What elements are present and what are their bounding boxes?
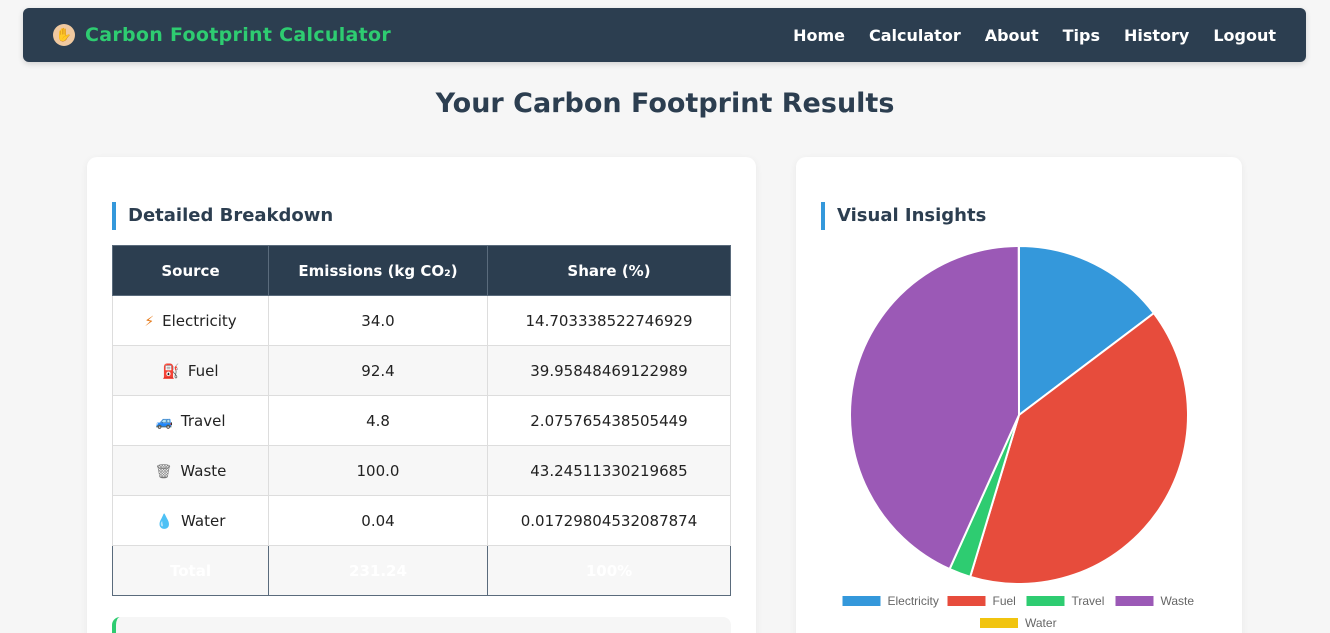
water-drop-icon: 💧 (156, 514, 173, 530)
legend-swatch-water[interactable] (980, 618, 1018, 628)
car-icon: 🚙 (155, 414, 172, 430)
legend-label-electricity[interactable]: Electricity (888, 594, 939, 608)
table-row: 🗑 Waste 100.0 43.24511330219685 (113, 446, 731, 496)
legend-label-fuel[interactable]: Fuel (993, 594, 1016, 608)
source-label: Fuel (188, 362, 219, 380)
legend-swatch-travel[interactable] (1027, 596, 1065, 606)
tip-box (112, 617, 731, 633)
share-cell: 2.075765438505449 (488, 396, 731, 446)
emissions-cell: 0.04 (269, 496, 488, 546)
page-title: Your Carbon Footprint Results (0, 88, 1330, 119)
total-emissions: 231.24 (269, 546, 488, 596)
share-cell: 14.703338522746929 (488, 296, 731, 346)
emissions-cell: 34.0 (269, 296, 488, 346)
emissions-cell: 92.4 (269, 346, 488, 396)
source-label: Waste (180, 462, 226, 480)
nav-links: Home Calculator About Tips History Logou… (793, 26, 1276, 45)
share-cell: 0.01729804532087874 (488, 496, 731, 546)
emissions-cell: 4.8 (269, 396, 488, 446)
total-label: Total (113, 546, 269, 596)
table-row: ⛽ Fuel 92.4 39.95848469122989 (113, 346, 731, 396)
insights-card: Visual Insights Electricity Fuel Travel Was… (796, 157, 1242, 633)
nav-history[interactable]: History (1124, 26, 1189, 45)
trash-icon: 🗑 (155, 464, 173, 480)
source-label: Electricity (162, 312, 237, 330)
source-cell: ⚡ Electricity (113, 296, 269, 346)
lightning-icon: ⚡ (144, 314, 154, 330)
breakdown-card: Detailed Breakdown Source Emissions (kg … (87, 157, 756, 633)
brand-name: Carbon Footprint Calculator (85, 24, 391, 46)
share-cell: 39.95848469122989 (488, 346, 731, 396)
source-cell: 🚙 Travel (113, 396, 269, 446)
table-row: 💧 Water 0.04 0.01729804532087874 (113, 496, 731, 546)
legend-label-water[interactable]: Water (1025, 616, 1057, 630)
legend-label-waste[interactable]: Waste (1161, 594, 1195, 608)
source-cell: ⛽ Fuel (113, 346, 269, 396)
legend-label-travel[interactable]: Travel (1072, 594, 1105, 608)
nav-logout[interactable]: Logout (1213, 26, 1276, 45)
header-emissions: Emissions (kg CO₂) (269, 246, 488, 296)
table-header-row: Source Emissions (kg CO₂) Share (%) (113, 246, 731, 296)
source-cell: 💧 Water (113, 496, 269, 546)
source-label: Travel (181, 412, 226, 430)
share-cell: 43.24511330219685 (488, 446, 731, 496)
source-label: Water (181, 512, 225, 530)
emissions-cell: 100.0 (269, 446, 488, 496)
total-share: 100% (488, 546, 731, 596)
fuel-pump-icon: ⛽ (162, 364, 179, 380)
brand[interactable]: ✋ Carbon Footprint Calculator (53, 24, 391, 46)
nav-home[interactable]: Home (793, 26, 845, 45)
total-row: Total 231.24 100% (113, 546, 731, 596)
nav-tips[interactable]: Tips (1063, 26, 1100, 45)
table-row: ⚡ Electricity 34.0 14.703338522746929 (113, 296, 731, 346)
navbar: ✋ Carbon Footprint Calculator Home Calcu… (23, 8, 1306, 62)
source-cell: 🗑 Waste (113, 446, 269, 496)
nav-about[interactable]: About (985, 26, 1039, 45)
legend-swatch-electricity[interactable] (843, 596, 881, 606)
table-row: 🚙 Travel 4.8 2.075765438505449 (113, 396, 731, 446)
header-source: Source (113, 246, 269, 296)
pie-chart: Electricity Fuel Travel Waste Water (796, 157, 1242, 633)
legend-swatch-fuel[interactable] (948, 596, 986, 606)
legend-swatch-waste[interactable] (1116, 596, 1154, 606)
breakdown-title: Detailed Breakdown (112, 202, 333, 230)
header-share: Share (%) (488, 246, 731, 296)
breakdown-table: Source Emissions (kg CO₂) Share (%) ⚡ Ele… (112, 245, 731, 596)
hand-leaf-icon: ✋ (53, 24, 75, 46)
nav-calculator[interactable]: Calculator (869, 26, 961, 45)
